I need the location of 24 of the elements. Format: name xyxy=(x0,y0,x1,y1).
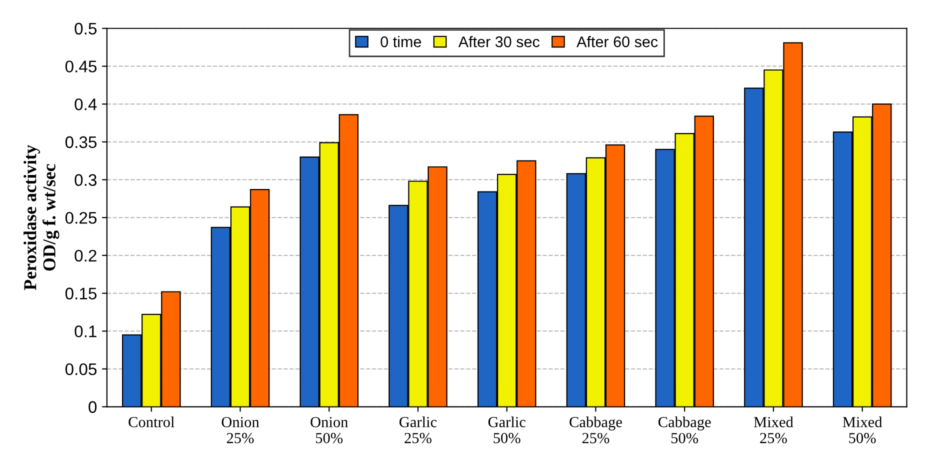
x-tick-label: Garlic 25% xyxy=(400,416,437,444)
y-tick-label: 0 xyxy=(88,401,97,413)
y-tick-label: 0.1 xyxy=(74,326,96,338)
x-tick-label: Mixed 50% xyxy=(842,416,882,444)
x-tick-label: Cabbage 50% xyxy=(658,416,711,444)
y-tick-label: 0.45 xyxy=(65,60,97,72)
legend-label: After 60 sec xyxy=(576,36,658,48)
x-tick-label: Onion 25% xyxy=(222,416,260,444)
y-tick-label: 0.25 xyxy=(65,212,97,224)
legend-label: After 30 sec xyxy=(458,36,540,48)
x-tick-label: Mixed 25% xyxy=(754,416,794,444)
x-tick-label: Garlic 50% xyxy=(488,416,526,444)
y-tick-label: 0.15 xyxy=(65,288,97,300)
y-tick-label: 0.35 xyxy=(65,136,97,148)
y-tick-label: 0.2 xyxy=(74,250,96,262)
y-tick-label: 0.4 xyxy=(74,98,97,110)
y-tick-label: 0.05 xyxy=(65,363,97,376)
x-tick-label: Cabbage 25% xyxy=(570,416,622,444)
y-tick-label: 0.5 xyxy=(74,22,97,35)
legend-label: 0 time xyxy=(380,36,422,48)
x-tick-label: Control xyxy=(128,416,174,428)
x-tick-label: Onion 50% xyxy=(310,416,348,444)
y-tick-label: 0.3 xyxy=(74,174,96,186)
y-axis-title: Peroxidase activity OD/g f. wt/sec xyxy=(24,144,60,290)
